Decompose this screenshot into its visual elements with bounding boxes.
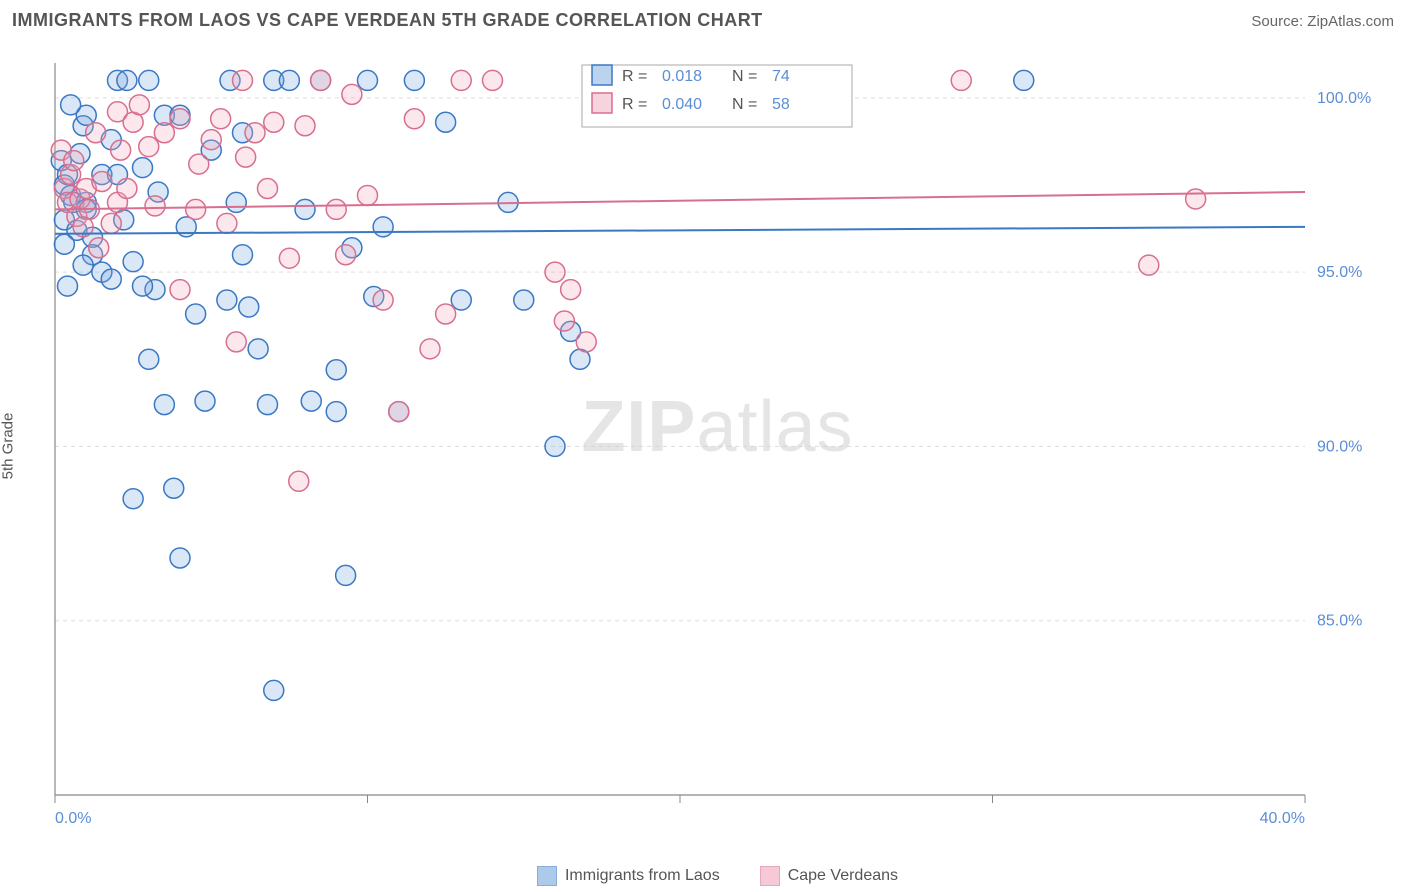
scatter-plot: 0.0% 40.0% 85.0% 90.0% 95.0% 100.0% R = 0.018 N … (50, 45, 1385, 840)
svg-text:R =: R = (622, 96, 647, 113)
source-prefix: Source: (1251, 13, 1307, 30)
source-name: ZipAtlas.com (1307, 13, 1394, 30)
svg-text:74: 74 (772, 68, 790, 85)
svg-text:N =: N = (732, 68, 757, 85)
source-attribution: Source: ZipAtlas.com (1251, 13, 1394, 30)
svg-text:90.0%: 90.0% (1317, 438, 1362, 455)
svg-text:0.040: 0.040 (662, 96, 702, 113)
svg-text:100.0%: 100.0% (1317, 90, 1371, 107)
svg-text:0.018: 0.018 (662, 68, 702, 85)
legend-label-laos: Immigrants from Laos (565, 867, 720, 885)
svg-text:95.0%: 95.0% (1317, 264, 1362, 281)
legend-item-capeverde: Cape Verdeans (760, 866, 898, 886)
y-axis-label: 5th Grade (0, 413, 17, 480)
svg-text:R =: R = (622, 68, 647, 85)
chart-title: IMMIGRANTS FROM LAOS VS CAPE VERDEAN 5TH… (12, 10, 763, 31)
legend-swatch-laos (537, 866, 557, 886)
legend-item-laos: Immigrants from Laos (537, 866, 720, 886)
legend-bottom: Immigrants from Laos Cape Verdeans (50, 866, 1385, 886)
chart-svg: 0.0% 40.0% 85.0% 90.0% 95.0% 100.0% R = 0.018 N … (50, 45, 1385, 840)
svg-text:58: 58 (772, 96, 790, 113)
legend-swatch-capeverde (760, 866, 780, 886)
svg-text:N =: N = (732, 96, 757, 113)
legend-label-capeverde: Cape Verdeans (788, 867, 898, 885)
svg-text:0.0%: 0.0% (55, 810, 91, 827)
svg-text:85.0%: 85.0% (1317, 613, 1362, 630)
svg-text:40.0%: 40.0% (1260, 810, 1305, 827)
